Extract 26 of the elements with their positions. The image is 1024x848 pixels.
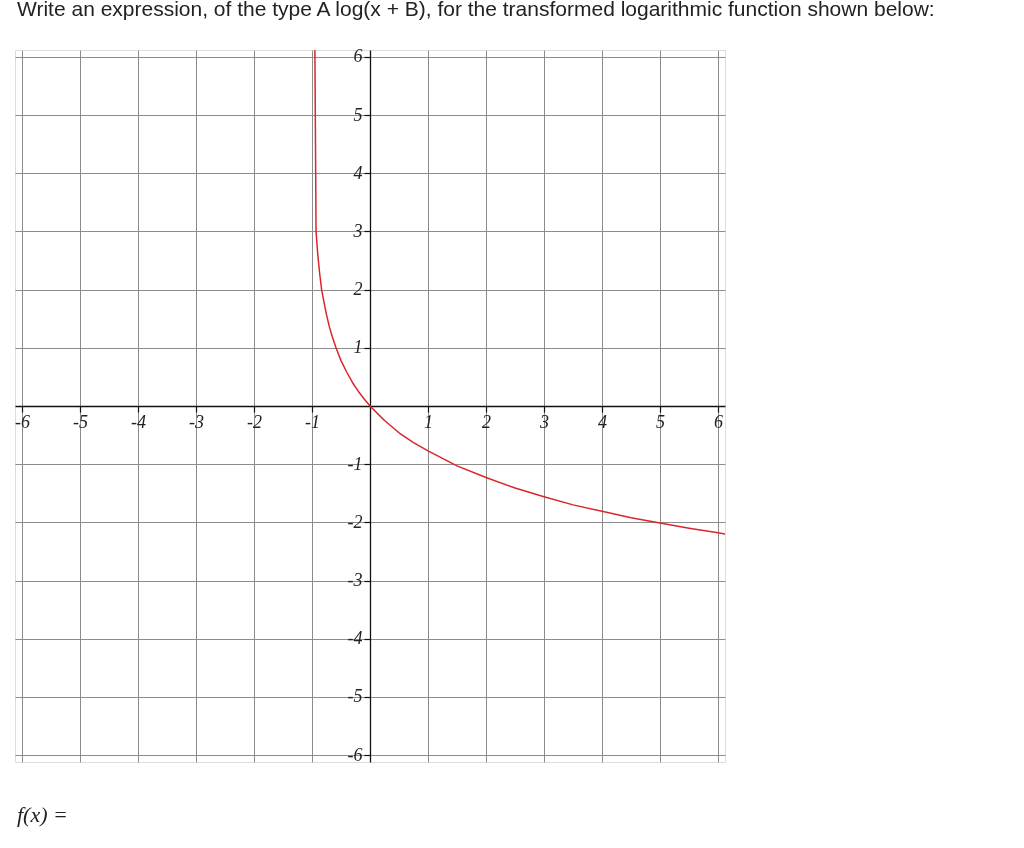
x-tick-label: 5 bbox=[656, 411, 666, 432]
y-tick-label: -3 bbox=[347, 570, 363, 591]
x-tick-label: -5 bbox=[72, 411, 88, 432]
y-tick-label: 6 bbox=[353, 46, 363, 67]
x-tick-label: -3 bbox=[188, 411, 204, 432]
y-tick-label: 3 bbox=[352, 220, 363, 241]
x-tick-label: -4 bbox=[130, 411, 146, 432]
y-tick-label: -6 bbox=[347, 744, 363, 765]
chart-title: Write an expression, of the type A log(x + B), for the transformed logarithmic function shown below: bbox=[17, 0, 935, 20]
x-tick-label: 6 bbox=[714, 411, 724, 432]
x-tick-label: 3 bbox=[539, 411, 550, 432]
y-tick-label: 5 bbox=[353, 104, 363, 125]
x-tick-label: 2 bbox=[482, 411, 492, 432]
y-tick-label: -1 bbox=[347, 453, 363, 474]
y-tick-label: 2 bbox=[353, 279, 363, 300]
y-tick-label: -5 bbox=[347, 686, 363, 707]
y-tick-label: -4 bbox=[347, 628, 363, 649]
y-tick-label: -2 bbox=[347, 511, 363, 532]
x-tick-label: -1 bbox=[304, 411, 320, 432]
y-tick-label: 4 bbox=[353, 162, 363, 183]
y-tick-label: 1 bbox=[353, 337, 363, 358]
x-tick-label: 1 bbox=[424, 411, 434, 432]
text: f(x) = bbox=[17, 802, 68, 827]
x-tick-label: -6 bbox=[14, 411, 30, 432]
x-tick-label: -2 bbox=[246, 411, 262, 432]
x-tick-label: 4 bbox=[598, 411, 608, 432]
